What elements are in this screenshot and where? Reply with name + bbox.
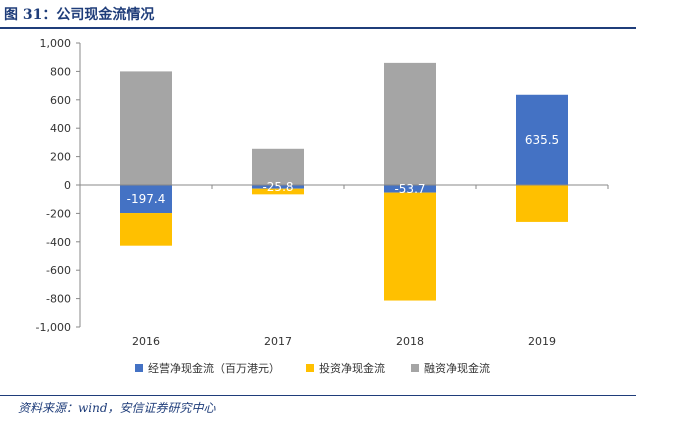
data-label-operating-2019: 635.5 — [525, 133, 559, 147]
legend-swatch-financing — [411, 364, 419, 372]
data-label-operating-2017: -25.8 — [262, 180, 293, 194]
bar-investing-2018 — [384, 192, 436, 301]
bar-investing-2019 — [516, 185, 568, 222]
y-tick-label: 0 — [64, 179, 71, 192]
bar-operating-2016 — [120, 185, 172, 214]
chart-legend: 经营净现金流（百万港元） 投资净现金流 融资净现金流 — [135, 360, 490, 376]
y-tick-label: 800 — [50, 65, 71, 78]
y-tick-label: 200 — [50, 151, 71, 164]
y-tick-label: -400 — [46, 236, 71, 249]
bar-operating-2019 — [516, 94, 568, 185]
bar-financing-2018 — [384, 62, 436, 185]
data-label-operating-2016: -197.4 — [127, 192, 166, 206]
bar-operating-2017 — [252, 185, 304, 189]
legend-label-investing: 投资净现金流 — [319, 362, 385, 375]
y-tick-label: 1,000 — [40, 37, 72, 50]
bar-financing-2017 — [252, 148, 304, 185]
y-tick-label: 400 — [50, 122, 71, 135]
legend-label-operating: 经营净现金流（百万港元） — [148, 362, 280, 375]
title-divider — [0, 27, 636, 29]
legend-item-financing: 融资净现金流 — [411, 360, 490, 376]
bar-operating-2018 — [384, 185, 436, 193]
legend-swatch-operating — [135, 364, 143, 372]
legend-swatch-investing — [306, 364, 314, 372]
y-tick-label: 600 — [50, 94, 71, 107]
x-tick-label: 2017 — [264, 335, 292, 348]
bar-investing-2017 — [252, 188, 304, 195]
x-tick-label: 2019 — [528, 335, 556, 348]
bar-investing-2016 — [120, 213, 172, 246]
y-tick-label: -800 — [46, 293, 71, 306]
x-tick-label: 2016 — [132, 335, 160, 348]
y-tick-label: -600 — [46, 264, 71, 277]
legend-label-financing: 融资净现金流 — [424, 362, 490, 375]
legend-item-operating: 经营净现金流（百万港元） — [135, 360, 280, 376]
bar-financing-2016 — [120, 71, 172, 185]
figure-title: 图 31：公司现金流情况 — [4, 7, 155, 23]
y-tick-label: -200 — [46, 207, 71, 220]
legend-item-investing: 投资净现金流 — [306, 360, 385, 376]
source-note: 资料来源：wind，安信证券研究中心 — [18, 401, 216, 415]
source-divider — [0, 395, 636, 396]
y-tick-label: -1,000 — [36, 321, 71, 334]
data-label-operating-2018: -53.7 — [394, 182, 425, 196]
x-tick-label: 2018 — [396, 335, 424, 348]
